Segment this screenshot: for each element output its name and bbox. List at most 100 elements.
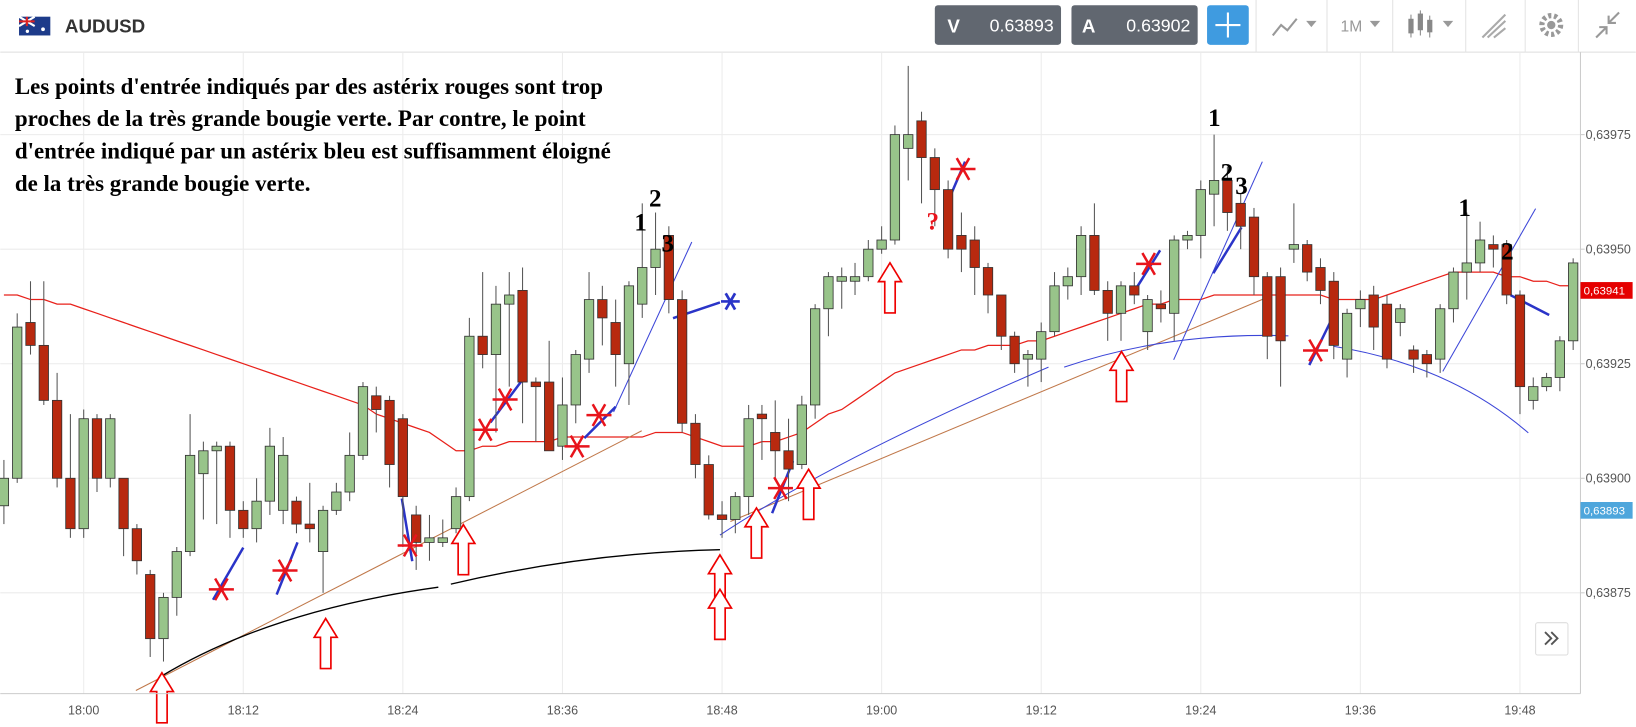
candle-body <box>663 235 674 300</box>
ask-price: 0.63902 <box>1126 15 1190 35</box>
candle-body <box>158 596 169 640</box>
candle-body <box>1208 180 1220 195</box>
x-tick-label: 19:24 <box>1185 703 1216 717</box>
candle-body <box>849 276 861 282</box>
candle-body <box>637 267 648 305</box>
candle-body <box>1448 271 1459 310</box>
candle-body <box>1541 377 1552 388</box>
candle-body <box>677 299 688 424</box>
candle-body <box>1368 294 1379 328</box>
candle-body <box>1222 180 1233 213</box>
collapse-icon[interactable] <box>1595 11 1620 39</box>
candle-body <box>770 432 781 452</box>
candle-body <box>171 551 182 598</box>
candle-body <box>1554 340 1565 378</box>
candle-body <box>118 477 129 530</box>
y-tick-label: 0,63950 <box>1586 242 1631 256</box>
candle-body <box>371 395 382 410</box>
candle-body <box>145 574 156 640</box>
candle-body <box>184 454 196 552</box>
candle-body <box>544 381 555 452</box>
candle-body <box>437 537 448 543</box>
candle-body <box>823 276 834 310</box>
candle-body <box>1501 244 1512 296</box>
timeframe[interactable]: 1M <box>1341 18 1363 35</box>
candle-body <box>304 523 315 530</box>
candle-body <box>969 239 980 268</box>
candle-body <box>224 445 236 511</box>
candle-body <box>1182 235 1193 241</box>
candle-body <box>211 445 222 452</box>
candle-body <box>131 528 143 562</box>
annotation-line: d'entrée indiqué par un astérix bleu est… <box>15 139 611 164</box>
annotation-text: Les points d'entrée indiqués par des ast… <box>15 74 1514 266</box>
ask-label: A <box>1082 15 1096 36</box>
candle-body <box>331 491 342 511</box>
candle-body <box>836 276 847 282</box>
x-tick-label: 19:00 <box>866 703 897 717</box>
marker: 2 <box>1501 239 1514 266</box>
candle-body <box>357 386 369 456</box>
candle-body <box>464 335 475 498</box>
candle-body <box>1089 235 1100 291</box>
candle-body <box>504 294 515 305</box>
toolbar: AUDUSD V 0.63893 A 0.63902 1M <box>0 0 1636 53</box>
candle-body <box>1009 335 1020 365</box>
candle-body <box>238 509 249 530</box>
annotation-line: Les points d'entrée indiqués par des ast… <box>15 74 603 99</box>
candle-body <box>1129 285 1140 296</box>
bid-button[interactable] <box>934 5 1062 45</box>
marker: 2 <box>1221 159 1234 186</box>
chart-type-icon[interactable] <box>1271 18 1298 37</box>
candle-body <box>730 496 741 520</box>
candle-body <box>597 299 608 319</box>
candle-body <box>51 399 63 479</box>
flag <box>18 15 51 36</box>
symbol: AUDUSD <box>65 15 145 36</box>
price-label-box <box>1580 282 1633 299</box>
candle-body <box>1115 285 1127 314</box>
candle-body <box>317 509 329 552</box>
x-tick-label: 19:12 <box>1026 703 1057 717</box>
x-tick-label: 19:48 <box>1504 703 1535 717</box>
candle-body <box>78 418 89 530</box>
x-tick-label: 18:48 <box>706 703 737 717</box>
candle-body <box>1474 239 1486 264</box>
price-label-box <box>1580 502 1633 519</box>
candle-body <box>1288 244 1299 250</box>
settings-icon[interactable] <box>1539 13 1564 38</box>
candle-body <box>623 285 635 365</box>
candle-body <box>477 335 488 355</box>
candle-body <box>12 326 23 479</box>
x-tick-label: 18:36 <box>547 703 578 717</box>
candle-body <box>650 248 661 268</box>
marker: 2 <box>649 186 662 213</box>
candle-body <box>450 496 462 530</box>
candle-body <box>291 500 302 525</box>
candle-body <box>889 134 901 241</box>
candle-body <box>1036 331 1047 360</box>
candle-body <box>1262 276 1273 337</box>
candle-body <box>1341 312 1353 360</box>
candle-body <box>251 500 262 530</box>
candle-body <box>278 454 289 511</box>
candle-body <box>344 454 355 493</box>
candle-body <box>756 413 768 420</box>
candle-body <box>1528 386 1539 401</box>
scroll-button[interactable] <box>1535 622 1569 656</box>
candle-body <box>264 445 275 502</box>
candle-body <box>490 303 502 355</box>
draw-icon[interactable] <box>1481 13 1507 39</box>
candles-icon[interactable] <box>1408 10 1433 38</box>
y-tick-label: 0,63975 <box>1586 128 1631 142</box>
bid-price: 0.63893 <box>990 15 1054 35</box>
ask-button[interactable] <box>1071 5 1198 45</box>
x-tick-label: 18:12 <box>228 703 259 717</box>
candle-body <box>1568 262 1579 342</box>
candle-body <box>411 514 422 543</box>
candle-body <box>716 514 728 520</box>
candle-body <box>198 450 209 475</box>
candle-body <box>1315 267 1326 291</box>
candle-body <box>1049 285 1060 333</box>
candle-body <box>876 239 887 250</box>
